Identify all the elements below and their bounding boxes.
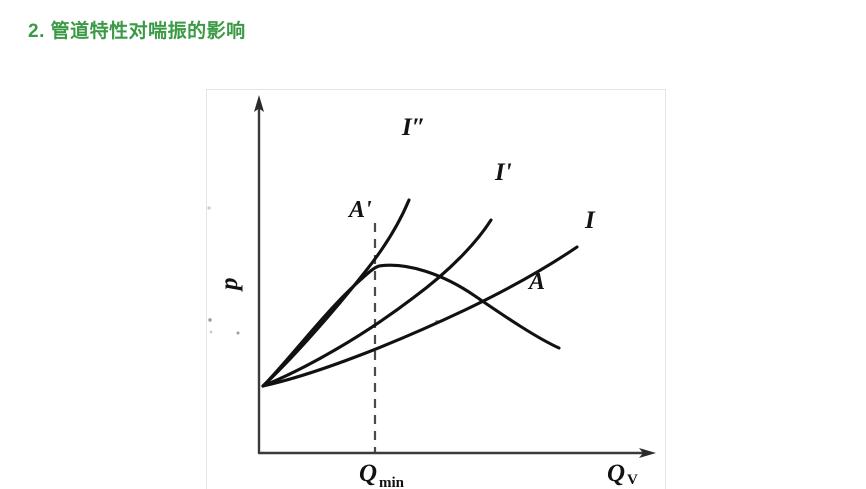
y-axis-arrow-icon xyxy=(254,95,264,112)
qmin-tick-label-main: Q xyxy=(359,460,377,487)
surge-diagram-svg: I″ I' I A' A p Q min Q V xyxy=(207,95,656,489)
paper-speck-icon xyxy=(209,330,213,334)
page-title: 2. 管道特性对喘振的影响 xyxy=(28,21,246,42)
curve-label-I: I xyxy=(584,207,596,234)
qmin-tick-label-subscript: min xyxy=(379,475,405,489)
curve-label-I-prime: I' xyxy=(494,159,512,186)
y-axis-label: p xyxy=(216,278,243,293)
pipe-characteristic-curve-I xyxy=(261,245,579,388)
point-label-A: A xyxy=(527,269,545,295)
pipe-characteristic-curve-I-double-prime xyxy=(261,198,411,388)
pipe-characteristic-curve-I-prime xyxy=(261,218,493,388)
x-axis-label-subscript: V xyxy=(627,472,638,488)
paper-speck-icon xyxy=(208,318,212,322)
x-axis-arrow-icon xyxy=(639,448,656,458)
point-label-A-prime: A' xyxy=(347,197,372,223)
paper-speck-icon xyxy=(236,331,240,335)
paper-speck-icon xyxy=(207,206,211,210)
curve-label-I-double-prime: I″ xyxy=(401,114,426,141)
x-axis-label-main: Q xyxy=(607,460,625,487)
compressor-performance-curve xyxy=(261,263,561,388)
figure-panel: I″ I' I A' A p Q min Q V xyxy=(206,89,666,489)
